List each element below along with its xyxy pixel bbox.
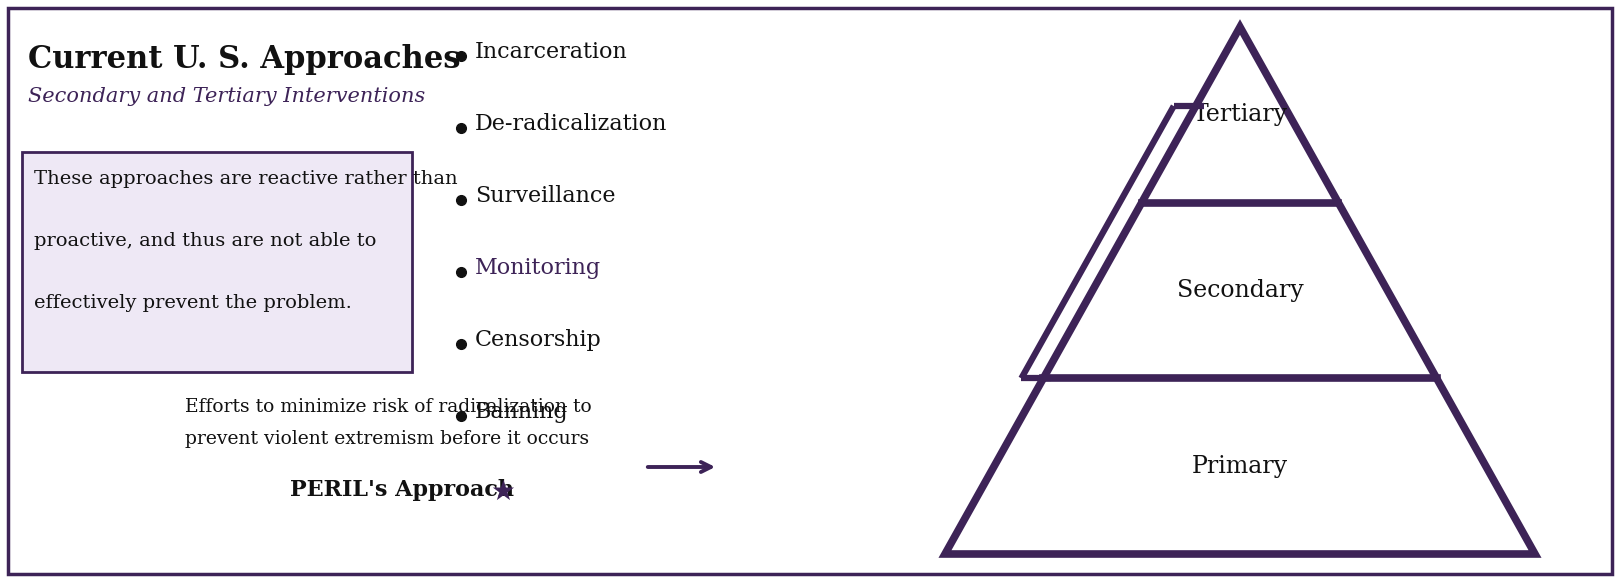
Text: De-radicalization: De-radicalization (475, 113, 667, 135)
Text: Primary: Primary (1192, 455, 1288, 478)
Text: Surveillance: Surveillance (475, 185, 616, 207)
Polygon shape (944, 27, 1536, 554)
Text: Secondary: Secondary (1176, 279, 1304, 302)
Text: Incarceration: Incarceration (475, 41, 629, 63)
Text: proactive, and thus are not able to: proactive, and thus are not able to (34, 232, 376, 250)
FancyBboxPatch shape (8, 8, 1612, 574)
FancyBboxPatch shape (23, 152, 411, 372)
Text: Tertiary: Tertiary (1192, 104, 1288, 126)
Text: Efforts to minimize risk of radicalization to: Efforts to minimize risk of radicalizati… (185, 398, 591, 416)
Text: Banning: Banning (475, 401, 569, 423)
Text: effectively prevent the problem.: effectively prevent the problem. (34, 294, 352, 312)
Text: Censorship: Censorship (475, 329, 601, 351)
Text: Current U. S. Approaches: Current U. S. Approaches (28, 44, 460, 75)
Text: These approaches are reactive rather than: These approaches are reactive rather tha… (34, 170, 457, 188)
Text: PERIL's Approach: PERIL's Approach (290, 479, 514, 501)
Text: Secondary and Tertiary Interventions: Secondary and Tertiary Interventions (28, 87, 424, 106)
Text: prevent violent extremism before it occurs: prevent violent extremism before it occu… (185, 430, 590, 448)
Text: ★: ★ (489, 478, 515, 506)
Text: Monitoring: Monitoring (475, 257, 601, 279)
